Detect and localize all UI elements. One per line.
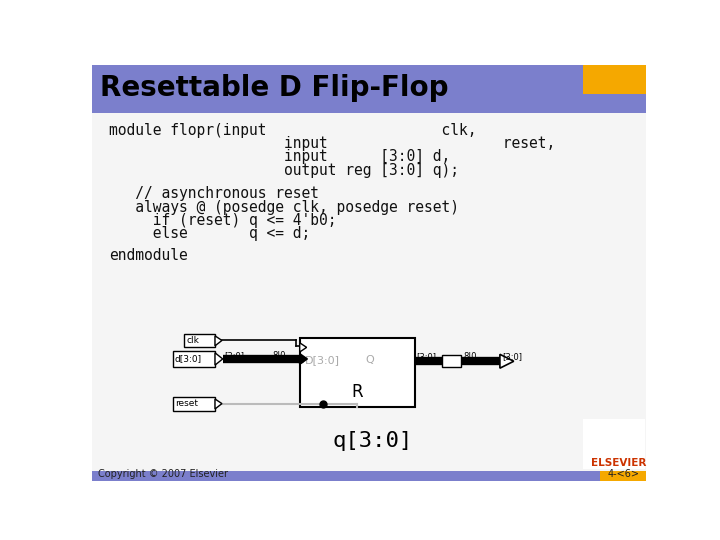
Text: if (reset) q <= 4'b0;: if (reset) q <= 4'b0; [109, 213, 336, 228]
Bar [92, 65, 647, 112]
Polygon shape [215, 399, 222, 409]
Text: module flopr(input                    clk,: module flopr(input clk, [109, 123, 476, 138]
Bar [583, 65, 647, 94]
Bar [300, 338, 415, 408]
Text: q[3:0]: q[3:0] [333, 430, 413, 450]
Bar [600, 470, 647, 481]
Text: Resettable D Flip-Flop: Resettable D Flip-Flop [99, 74, 448, 102]
Bar [442, 355, 462, 367]
Text: always @ (posedge clk, posedge reset): always @ (posedge clk, posedge reset) [109, 200, 459, 214]
Bar [92, 112, 647, 470]
Bar [583, 419, 644, 469]
Text: input                    reset,: input reset, [109, 137, 555, 151]
Bar [184, 334, 215, 347]
Text: Copyright © 2007 Elsevier: Copyright © 2007 Elsevier [98, 469, 228, 480]
Text: [3:0]: [3:0] [417, 352, 437, 361]
Text: D[3:0]: D[3:0] [305, 355, 340, 365]
Text: reset: reset [175, 399, 198, 408]
Bar [92, 470, 647, 481]
Text: R: R [351, 383, 364, 401]
Bar [173, 397, 215, 410]
Polygon shape [300, 354, 307, 364]
Text: clk: clk [186, 336, 199, 345]
Bar [173, 351, 215, 367]
Polygon shape [500, 354, 514, 368]
Text: d[3:0]: d[3:0] [175, 354, 202, 363]
Polygon shape [215, 353, 222, 365]
Text: input      [3:0] d,: input [3:0] d, [109, 150, 450, 165]
Text: 8|0: 8|0 [463, 352, 477, 361]
Text: else       q <= d;: else q <= d; [109, 226, 310, 241]
Text: [3:0]: [3:0] [224, 351, 244, 360]
Text: ELSEVIER: ELSEVIER [590, 457, 646, 468]
Polygon shape [215, 336, 222, 346]
Text: // asynchronous reset: // asynchronous reset [109, 186, 319, 201]
Text: endmodule: endmodule [109, 248, 187, 263]
Polygon shape [300, 343, 307, 352]
Text: [3:0]: [3:0] [503, 352, 522, 361]
Text: 4-<6>: 4-<6> [608, 469, 640, 480]
Text: output reg [3:0] q);: output reg [3:0] q); [109, 163, 459, 178]
Text: 8|0: 8|0 [273, 351, 287, 360]
Text: Q: Q [365, 355, 374, 365]
